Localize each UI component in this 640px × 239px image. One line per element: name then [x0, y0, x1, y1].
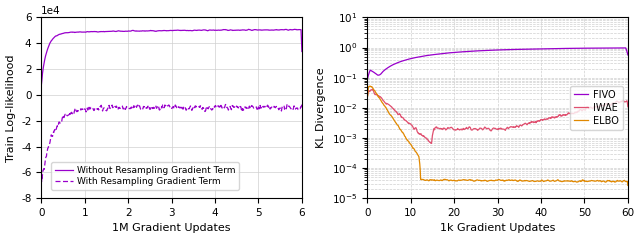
Text: 1e4: 1e4: [41, 5, 61, 16]
FIVO: [624, 54, 632, 56]
IWAE: [624, 105, 632, 108]
With Resampling Gradient Term: [212, 104, 220, 107]
With Resampling Gradient Term: [298, 101, 306, 104]
FIVO: [410, 57, 417, 60]
Line: FIVO: FIVO: [367, 48, 628, 78]
With Resampling Gradient Term: [234, 105, 242, 108]
FIVO: [517, 48, 525, 51]
ELBO: [364, 95, 371, 98]
Without Resampling Gradient Term: [37, 85, 45, 88]
Without Resampling Gradient Term: [291, 28, 298, 31]
IWAE: [428, 142, 435, 145]
Line: With Resampling Gradient Term: With Resampling Gradient Term: [41, 102, 302, 182]
IWAE: [483, 127, 490, 130]
FIVO: [622, 46, 630, 49]
IWAE: [369, 88, 376, 91]
With Resampling Gradient Term: [156, 109, 163, 111]
FIVO: [431, 53, 438, 56]
ELBO: [366, 85, 374, 88]
ELBO: [431, 179, 439, 182]
Without Resampling Gradient Term: [83, 30, 91, 33]
Y-axis label: Train Log-likelihood: Train Log-likelihood: [6, 54, 15, 162]
ELBO: [482, 179, 490, 182]
FIVO: [364, 77, 371, 80]
Y-axis label: KL Divergence: KL Divergence: [316, 67, 326, 148]
Line: ELBO: ELBO: [367, 86, 628, 185]
Without Resampling Gradient Term: [191, 29, 198, 32]
X-axis label: 1k Gradient Updates: 1k Gradient Updates: [440, 223, 556, 234]
ELBO: [410, 147, 418, 150]
With Resampling Gradient Term: [38, 180, 45, 183]
Legend: Without Resampling Gradient Term, With Resampling Gradient Term: Without Resampling Gradient Term, With R…: [51, 162, 239, 190]
With Resampling Gradient Term: [105, 105, 113, 108]
IWAE: [561, 114, 568, 116]
ELBO: [624, 184, 632, 187]
IWAE: [538, 119, 546, 121]
Without Resampling Gradient Term: [156, 29, 163, 32]
Legend: FIVO, IWAE, ELBO: FIVO, IWAE, ELBO: [570, 86, 623, 130]
ELBO: [560, 180, 568, 183]
Without Resampling Gradient Term: [104, 30, 112, 33]
X-axis label: 1M Gradient Updates: 1M Gradient Updates: [112, 223, 231, 234]
Without Resampling Gradient Term: [211, 29, 219, 32]
With Resampling Gradient Term: [84, 109, 92, 112]
With Resampling Gradient Term: [191, 104, 199, 107]
FIVO: [560, 47, 568, 50]
With Resampling Gradient Term: [37, 153, 45, 156]
ELBO: [538, 179, 546, 182]
Line: IWAE: IWAE: [367, 89, 628, 143]
Line: Without Resampling Gradient Term: Without Resampling Gradient Term: [41, 29, 302, 87]
IWAE: [364, 94, 371, 97]
IWAE: [410, 128, 418, 131]
ELBO: [518, 179, 525, 182]
FIVO: [538, 47, 545, 50]
IWAE: [431, 126, 439, 129]
Without Resampling Gradient Term: [234, 29, 241, 32]
IWAE: [518, 125, 525, 127]
Without Resampling Gradient Term: [298, 50, 306, 53]
FIVO: [481, 49, 489, 52]
